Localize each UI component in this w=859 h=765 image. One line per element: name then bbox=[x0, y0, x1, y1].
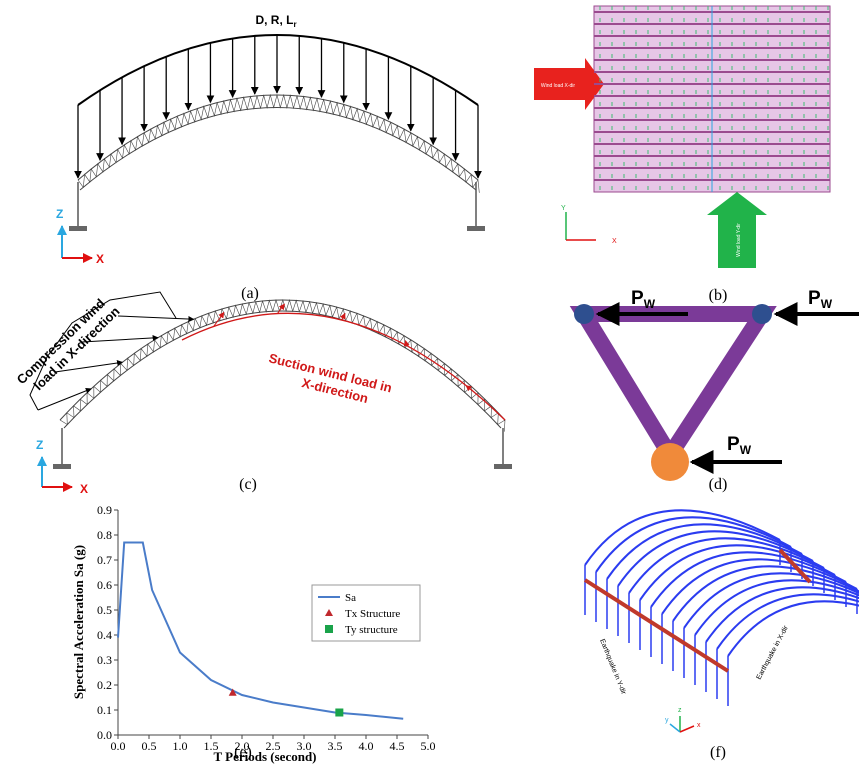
x-tick-label: 3.5 bbox=[328, 739, 343, 753]
load-label: D, R, Lr bbox=[255, 13, 296, 29]
legend-swatch bbox=[325, 625, 333, 633]
x-tick-label: 1.0 bbox=[173, 739, 188, 753]
x-tick-label: 0.0 bbox=[111, 739, 126, 753]
y-axis-label: Spectral Acceleration Sa (g) bbox=[71, 545, 86, 699]
axis-z-label: Z bbox=[36, 438, 43, 452]
x-tick-label: 2.5 bbox=[266, 739, 281, 753]
y-tick-label: 0.2 bbox=[97, 678, 112, 692]
suction-label: Suction wind load inX-direction bbox=[263, 350, 393, 411]
x-tick-label: 5.0 bbox=[421, 739, 436, 753]
x-tick-label: 2.0 bbox=[235, 739, 250, 753]
caption: (c) bbox=[239, 476, 257, 493]
axis-y-label: Y bbox=[561, 205, 566, 212]
axis-x-label: x bbox=[697, 722, 701, 729]
panel-d: PW PW PW (d) bbox=[574, 288, 859, 493]
y-tick-label: 0.6 bbox=[97, 578, 112, 592]
x-tick-label: 1.5 bbox=[204, 739, 219, 753]
axis-y-arrow bbox=[670, 724, 680, 732]
truss-chord bbox=[80, 108, 476, 191]
caption: (d) bbox=[709, 476, 728, 493]
truss-web bbox=[78, 95, 479, 193]
legend-label: Sa bbox=[345, 592, 356, 604]
caption: (a) bbox=[241, 285, 259, 302]
y-tick-label: 0.4 bbox=[97, 628, 112, 642]
y-tick-label: 0.3 bbox=[97, 653, 112, 667]
x-tick-label: 4.0 bbox=[359, 739, 374, 753]
node bbox=[574, 304, 594, 324]
axis-x-arrow bbox=[680, 726, 694, 732]
force-label: PW bbox=[631, 288, 656, 311]
support bbox=[494, 464, 512, 469]
y-tick-label: 0.1 bbox=[97, 703, 112, 717]
wind-x-label: Wind load X-dir bbox=[541, 83, 576, 89]
support bbox=[69, 226, 87, 231]
x-tick-label: 3.0 bbox=[297, 739, 312, 753]
arch-rib bbox=[728, 601, 859, 656]
force-label: PW bbox=[808, 288, 833, 311]
x-tick-label: 4.5 bbox=[390, 739, 405, 753]
wind-y-label: Wind load Y-dir bbox=[736, 223, 742, 257]
figure: D, R, Lr Z X (a) Wind load X-dir Wind lo… bbox=[0, 0, 859, 765]
axis-x-label: X bbox=[80, 482, 88, 496]
suction-curve bbox=[182, 313, 505, 420]
node bbox=[651, 443, 689, 481]
axis-z-label: Z bbox=[56, 207, 63, 221]
quake-x-label: Earthquake in X-dir bbox=[756, 624, 791, 681]
y-tick-label: 0.8 bbox=[97, 528, 112, 542]
truss-chord bbox=[64, 311, 501, 428]
y-tick-label: 0.9 bbox=[97, 503, 112, 517]
node bbox=[752, 304, 772, 324]
force-label: PW bbox=[727, 434, 752, 457]
point bbox=[335, 709, 343, 717]
panel-e: Spectral Acceleration Sa (g) T Periods (… bbox=[71, 503, 436, 764]
y-tick-label: 0.5 bbox=[97, 603, 112, 617]
quake-y-label: Earthquake in Y-dir bbox=[598, 638, 627, 696]
panel-a: D, R, Lr Z X (a) bbox=[56, 13, 485, 302]
y-tick-label: 0.7 bbox=[97, 553, 112, 567]
caption: (b) bbox=[709, 287, 728, 304]
suction-arrow bbox=[342, 313, 345, 320]
axis-x-label: X bbox=[612, 238, 617, 245]
x-tick-label: 0.5 bbox=[142, 739, 157, 753]
support bbox=[53, 464, 71, 469]
legend-label: Tx Structure bbox=[345, 608, 400, 620]
axis-x-label: X bbox=[96, 252, 104, 266]
legend-label: Ty structure bbox=[345, 624, 398, 636]
axis-y-label: y bbox=[665, 717, 669, 724]
caption: (f) bbox=[710, 744, 726, 761]
wind-arrow bbox=[38, 389, 91, 410]
panel-f: Earthquake in Y-dir Earthquake in X-dir … bbox=[585, 510, 859, 761]
panel-c: Compression windload in X-direction Suct… bbox=[14, 292, 512, 496]
axis-z-label: z bbox=[678, 707, 682, 714]
wind-arrow bbox=[118, 316, 194, 319]
panel-b: Wind load X-dir Wind load Y-dir Y X (b) bbox=[534, 6, 830, 304]
support bbox=[467, 226, 485, 231]
compression-label: Compression windload in X-direction bbox=[14, 292, 123, 399]
